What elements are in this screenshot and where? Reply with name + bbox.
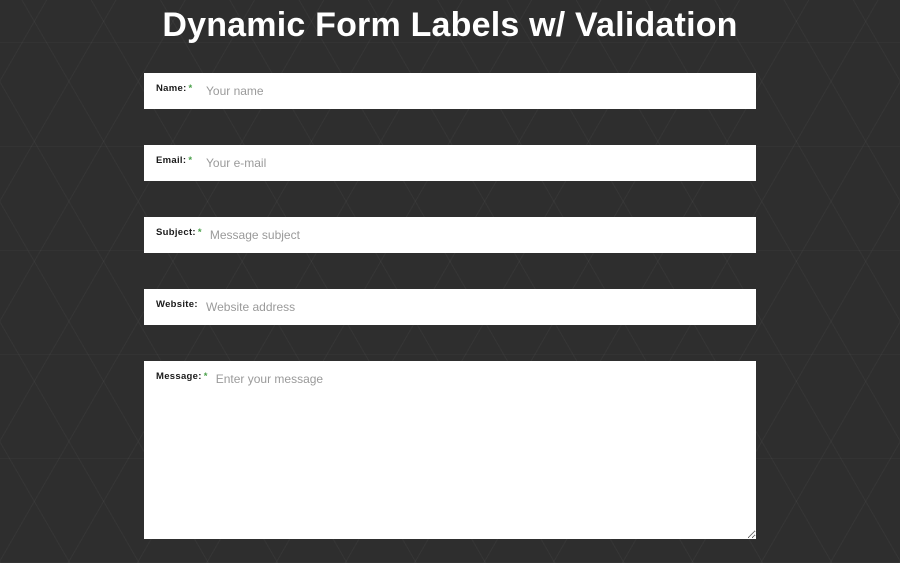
name-input[interactable]	[198, 73, 756, 109]
label-website: Website:	[144, 289, 198, 310]
field-website: Website:	[144, 289, 756, 325]
label-email: Email:*	[144, 145, 198, 166]
subject-input[interactable]	[202, 217, 756, 253]
page-title: Dynamic Form Labels w/ Validation	[162, 6, 737, 45]
field-name: Name:*	[144, 73, 756, 109]
page-container: Dynamic Form Labels w/ Validation Name:*…	[0, 0, 900, 539]
required-marker: *	[189, 83, 193, 94]
email-input[interactable]	[198, 145, 756, 181]
label-email-text: Email:	[156, 155, 186, 166]
label-website-text: Website:	[156, 299, 198, 310]
label-subject-text: Subject:	[156, 227, 196, 238]
label-message-text: Message:	[156, 371, 202, 382]
label-message: Message:*	[144, 361, 208, 539]
label-name: Name:*	[144, 73, 198, 94]
contact-form: Name:* Email:* Subject:* Website: Messag	[144, 73, 756, 539]
field-email: Email:*	[144, 145, 756, 181]
message-textarea[interactable]	[208, 361, 756, 539]
website-input[interactable]	[198, 289, 756, 325]
label-subject: Subject:*	[144, 217, 202, 238]
field-subject: Subject:*	[144, 217, 756, 253]
required-marker: *	[188, 155, 192, 166]
field-message: Message:*	[144, 361, 756, 539]
label-name-text: Name:	[156, 83, 187, 94]
